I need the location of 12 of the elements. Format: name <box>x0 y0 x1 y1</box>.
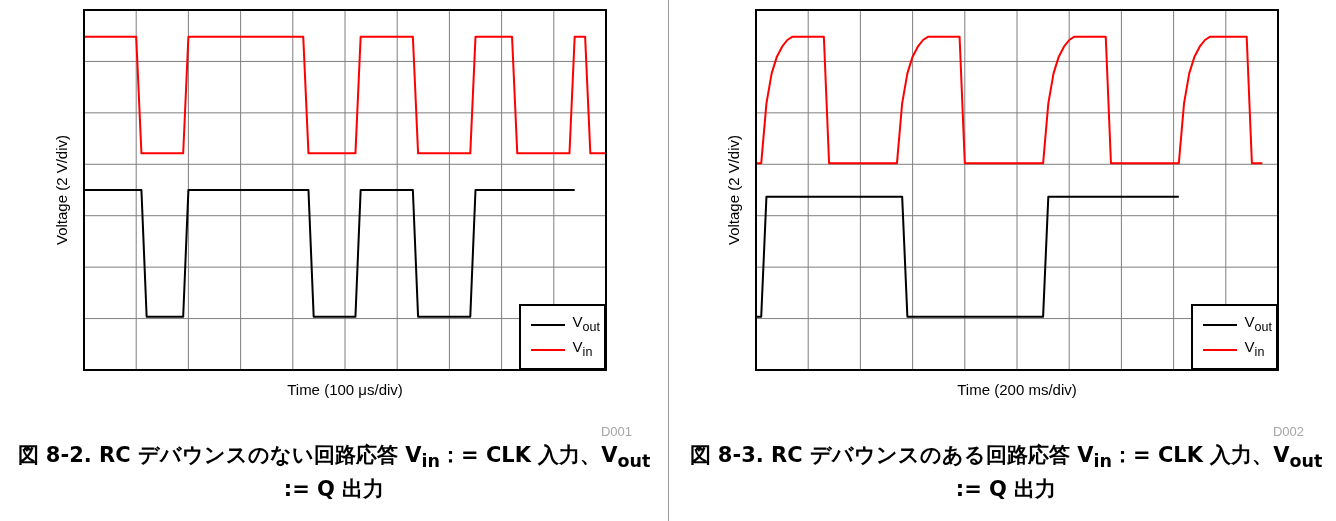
legend-label: V$_{out}$ <box>1244 312 1272 336</box>
legend-label: V$_{out}$ <box>572 312 600 336</box>
x-axis-title: Time (100 μs/div) <box>287 381 403 399</box>
chart-title: 図 8-2. RC デバウンスのない回路応答 V$_{in}$：= CLK 入力、V$_{out}$ := Q 出力 <box>17 443 651 502</box>
text: D002 <box>1271 424 1305 439</box>
text: D001 <box>599 424 633 439</box>
legend-label: V$_{in}$ <box>572 337 593 361</box>
chart-title: 図 8-3. RC デバウンスのある回路応答 V$_{in}$：= CLK 入力、V$_{out}$ := Q 出力 <box>689 443 1323 502</box>
y-axis-title: Voltage (2 V/div) <box>53 134 71 246</box>
x-axis-title: Time (200 ms/div) <box>957 381 1077 399</box>
y-axis-title: Voltage (2 V/div) <box>725 134 743 246</box>
legend-label: V$_{in}$ <box>1244 337 1265 361</box>
